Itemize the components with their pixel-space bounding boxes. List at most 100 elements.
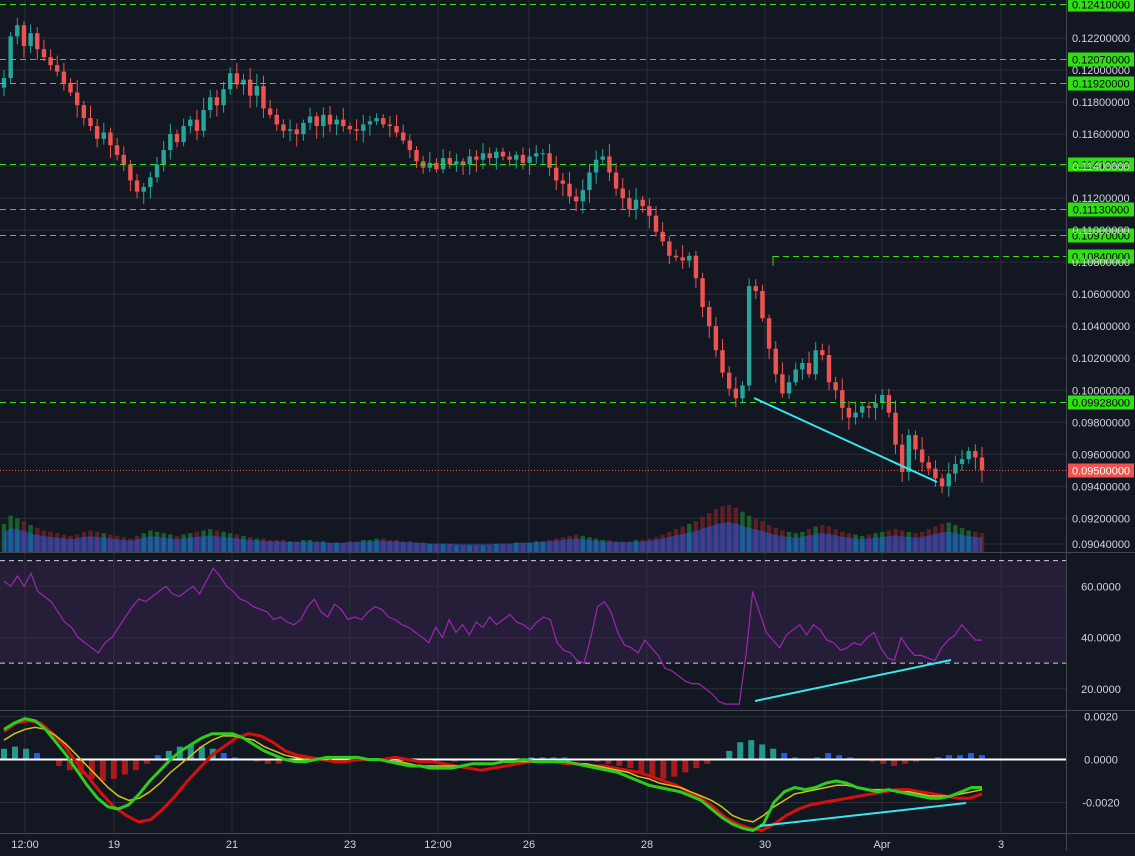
macd-histogram-bar — [880, 759, 887, 764]
candle-body — [919, 449, 925, 463]
time-axis-tick-label: 23 — [344, 839, 356, 851]
candle-body — [114, 145, 120, 155]
macd-histogram-bar — [528, 757, 535, 760]
candle-body — [540, 153, 546, 155]
price-divergence-trendline[interactable] — [753, 397, 938, 483]
candle-body — [773, 348, 778, 375]
candle-body — [793, 369, 798, 383]
candle-body — [953, 463, 958, 474]
price-axis-tick-label: 0.11600000 — [1072, 129, 1129, 141]
level-price-label: 0.11130000 — [1073, 205, 1129, 217]
level-price-tag — [1068, 52, 1134, 67]
level-price-tag — [1068, 157, 1134, 172]
candle-body — [866, 406, 872, 408]
candle-body — [726, 372, 732, 389]
candle-body — [68, 82, 73, 93]
volume-bar — [214, 530, 220, 552]
candle-body — [414, 150, 419, 162]
volume-bar — [247, 537, 253, 552]
candle-body — [487, 153, 492, 159]
volume-bar — [793, 533, 798, 552]
candle-body — [640, 199, 645, 207]
volume-bar — [148, 530, 153, 552]
candle-body — [813, 350, 818, 375]
macd-histogram-bar — [704, 759, 711, 764]
macd-pane[interactable] — [0, 717, 1066, 832]
volume-bar — [693, 521, 699, 552]
candle-body — [161, 150, 166, 165]
volume-bar — [953, 525, 958, 552]
macd-histogram-bar — [253, 759, 260, 762]
rsi-pane[interactable] — [0, 560, 1066, 705]
volume-bar — [640, 539, 645, 552]
time-axis-tick-label: 19 — [108, 839, 120, 851]
candle-body — [341, 119, 346, 127]
candle-body — [474, 156, 479, 160]
price-axis-tick-label: 0.09600000 — [1072, 449, 1130, 461]
candle-body — [520, 154, 526, 163]
candle-body — [307, 116, 313, 123]
macd-histogram-bar — [770, 748, 777, 760]
volume-bar — [454, 545, 459, 552]
volume-moving-average-area — [4, 522, 982, 552]
candle-body — [760, 290, 765, 319]
candle-body — [633, 199, 639, 210]
volume-bar — [800, 531, 805, 552]
price-level-lines[interactable] — [0, 4, 1066, 471]
candlestick-series[interactable] — [1, 17, 985, 497]
candle-body — [886, 395, 892, 413]
level-price-tag — [1068, 395, 1134, 410]
candle-body — [181, 126, 186, 143]
volume-bar — [707, 513, 712, 552]
macd-divergence-trendline[interactable] — [759, 802, 967, 827]
candle-body — [680, 257, 685, 261]
candle-body — [88, 118, 93, 127]
macd-histogram-bar — [594, 759, 601, 762]
volume-bar — [860, 535, 865, 552]
macd-histogram-bar — [638, 759, 645, 773]
candle-body — [613, 172, 619, 189]
divergence-annotations[interactable] — [753, 397, 967, 827]
candle-body — [148, 177, 153, 187]
volume-bar — [806, 529, 812, 552]
price-axis-tick-label: 0.11200000 — [1072, 193, 1129, 205]
candle-body — [899, 444, 905, 472]
volume-histogram — [1, 505, 985, 552]
candle-body — [440, 158, 446, 170]
volume-bar — [580, 535, 586, 552]
candle-body — [327, 114, 333, 125]
level-price-label: 0.12070000 — [1072, 55, 1130, 67]
price-axis-tick-label: 0.12000000 — [1072, 65, 1130, 77]
candle-body — [480, 153, 486, 160]
rsi-axis-tick-label: 60.0000 — [1081, 581, 1121, 593]
candle-body — [979, 457, 985, 471]
macd-histogram-bar — [605, 759, 612, 764]
candle-body — [766, 318, 772, 349]
volume-bar — [567, 535, 572, 552]
candle-body — [281, 124, 286, 131]
volume-bar — [74, 534, 80, 552]
macd-histogram-bar — [33, 753, 40, 760]
candle-body — [733, 388, 739, 399]
volume-bar — [314, 541, 319, 552]
candle-body — [128, 164, 133, 181]
volume-bar — [341, 542, 346, 552]
rsi-divergence-trendline[interactable] — [754, 659, 952, 702]
macd-histogram-bar — [561, 757, 568, 760]
candle-body — [833, 382, 838, 391]
candle-body — [214, 97, 220, 106]
volume-bar — [161, 533, 166, 552]
candle-body — [600, 156, 605, 160]
volume-bar — [780, 530, 785, 552]
macd-histogram-bar — [66, 759, 73, 771]
candle-body — [35, 33, 40, 50]
candle-body — [400, 132, 406, 141]
candle-body — [580, 190, 586, 202]
volume-bar — [407, 541, 413, 552]
candle-body — [334, 119, 339, 125]
candle-body — [314, 116, 319, 127]
macd-histogram-bar — [616, 759, 623, 766]
volume-bar — [141, 533, 146, 552]
